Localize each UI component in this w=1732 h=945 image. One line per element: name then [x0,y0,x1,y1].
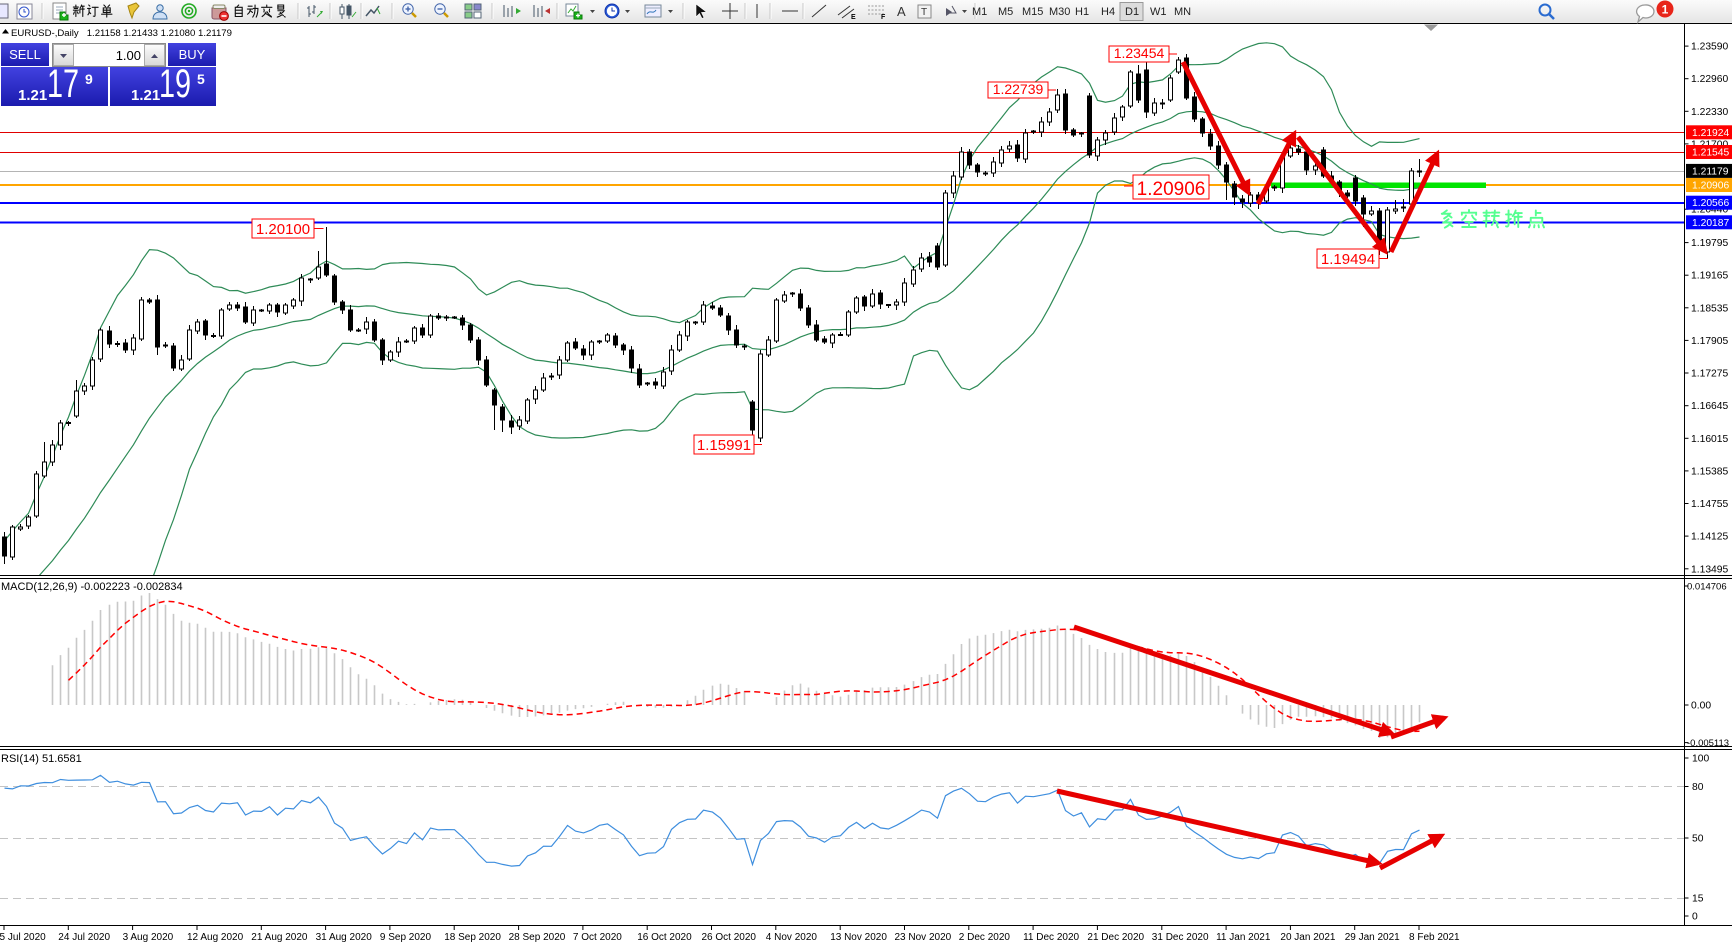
svg-text:28 Sep 2020: 28 Sep 2020 [509,932,566,943]
svg-text:1.18535: 1.18535 [1691,303,1728,314]
svg-text:1.14125: 1.14125 [1691,532,1728,543]
svg-text:1.22330: 1.22330 [1691,107,1728,118]
svg-text:D1: D1 [1125,6,1139,18]
svg-text:MACD(12,26,9) -0.002223 -0.002: MACD(12,26,9) -0.002223 -0.002834 [1,581,183,593]
svg-text:0.00: 0.00 [1691,701,1711,712]
svg-text:1.20906: 1.20906 [1692,181,1729,192]
svg-text:A: A [897,4,906,19]
svg-text:H4: H4 [1101,6,1115,18]
svg-text:18 Sep 2020: 18 Sep 2020 [444,932,501,943]
svg-text:1.21545: 1.21545 [1692,148,1729,159]
svg-text:1.20100: 1.20100 [256,221,310,238]
svg-text:1.16015: 1.16015 [1691,434,1728,445]
svg-text:1.16645: 1.16645 [1691,401,1728,412]
svg-text:1.14755: 1.14755 [1691,499,1728,510]
svg-text:E: E [851,14,856,21]
svg-text:9 Sep 2020: 9 Sep 2020 [380,932,432,943]
svg-text:1.15385: 1.15385 [1691,466,1728,477]
svg-text:20 Jan 2021: 20 Jan 2021 [1280,932,1335,943]
svg-text:15: 15 [1692,894,1704,905]
svg-text:1.17905: 1.17905 [1691,336,1728,347]
svg-text:M30: M30 [1049,6,1070,18]
svg-text:F: F [881,14,886,21]
svg-text:1.20566: 1.20566 [1692,198,1729,209]
svg-text:RSI(14) 51.6581: RSI(14) 51.6581 [1,753,82,765]
svg-text:1.23454: 1.23454 [1114,45,1165,61]
svg-text:-0.005113: -0.005113 [1687,738,1729,749]
svg-text:T: T [921,7,927,18]
svg-text:EURUSD-,Daily 1.21158 1.2143: EURUSD-,Daily 1.21158 1.21433 1.21080 1.… [11,28,232,39]
svg-text:21 Dec 2020: 21 Dec 2020 [1087,932,1144,943]
svg-text:1.19165: 1.19165 [1691,271,1728,282]
svg-text:4 Nov 2020: 4 Nov 2020 [766,932,818,943]
svg-text:8 Feb 2021: 8 Feb 2021 [1409,932,1460,943]
svg-text:15 Jul 2020: 15 Jul 2020 [0,932,46,943]
svg-text:1.21179: 1.21179 [1692,166,1729,177]
svg-text:M1: M1 [972,6,987,18]
svg-text:31 Aug 2020: 31 Aug 2020 [316,932,373,943]
svg-text:1.23590: 1.23590 [1691,42,1728,53]
svg-text:11 Dec 2020: 11 Dec 2020 [1023,932,1079,943]
svg-text:1.19795: 1.19795 [1691,238,1728,249]
svg-text:M15: M15 [1022,6,1043,18]
svg-text:29 Jan 2021: 29 Jan 2021 [1345,932,1400,943]
svg-text:23 Nov 2020: 23 Nov 2020 [895,932,952,943]
svg-text:21 Aug 2020: 21 Aug 2020 [251,932,308,943]
svg-text:100: 100 [1692,754,1709,765]
svg-text:1.22739: 1.22739 [993,81,1044,97]
svg-text:1: 1 [1662,3,1669,17]
svg-text:MN: MN [1174,6,1191,18]
svg-text:1.17275: 1.17275 [1691,369,1728,380]
svg-text:1.20187: 1.20187 [1692,218,1729,229]
svg-text:1.20906: 1.20906 [1137,179,1206,200]
svg-text:12 Aug 2020: 12 Aug 2020 [187,932,244,943]
svg-text:3 Aug 2020: 3 Aug 2020 [123,932,174,943]
svg-text:13 Nov 2020: 13 Nov 2020 [830,932,887,943]
svg-text:31 Dec 2020: 31 Dec 2020 [1152,932,1209,943]
svg-text:2 Dec 2020: 2 Dec 2020 [959,932,1011,943]
svg-text:26 Oct 2020: 26 Oct 2020 [702,932,757,943]
svg-text:7 Oct 2020: 7 Oct 2020 [573,932,622,943]
svg-text:1.15991: 1.15991 [697,437,751,454]
svg-text:1.20440: 1.20440 [1691,205,1728,216]
svg-text:16 Oct 2020: 16 Oct 2020 [637,932,692,943]
svg-text:1.22960: 1.22960 [1691,74,1728,85]
svg-text:1.21924: 1.21924 [1692,128,1729,139]
svg-text:1.13495: 1.13495 [1691,564,1728,575]
svg-text:0: 0 [1692,912,1698,923]
svg-text:80: 80 [1692,782,1704,793]
svg-text:W1: W1 [1150,6,1167,18]
svg-text:H1: H1 [1075,6,1089,18]
svg-text:0.014706: 0.014706 [1687,582,1727,593]
svg-text:M5: M5 [998,6,1013,18]
svg-text:1.19494: 1.19494 [1321,251,1375,268]
svg-text:50: 50 [1692,834,1704,845]
svg-text:1.21700: 1.21700 [1691,139,1728,150]
svg-text:24 Jul 2020: 24 Jul 2020 [58,932,110,943]
svg-text:11 Jan 2021: 11 Jan 2021 [1216,932,1271,943]
